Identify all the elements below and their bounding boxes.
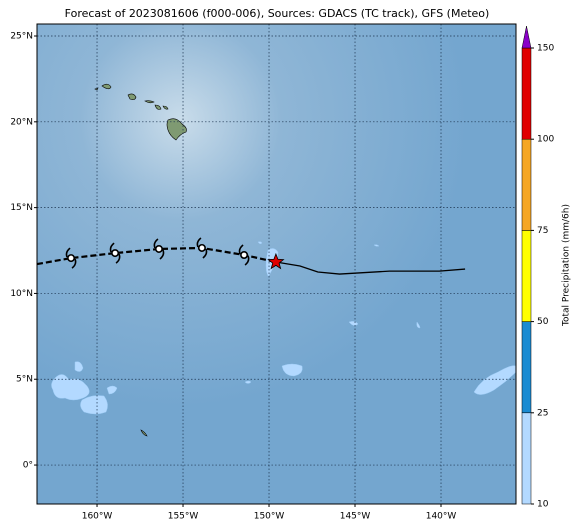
y-tick-label: 25°N [10, 32, 33, 42]
colorbar-tick-label: 150 [537, 44, 554, 54]
cyclone-glyph [153, 238, 165, 260]
colorbar-tick-label: 10 [537, 500, 549, 510]
cyclone-center [197, 243, 206, 252]
y-tick-label: 15°N [10, 203, 33, 213]
map-frame [36, 23, 517, 505]
x-tick-label: 155°W [168, 512, 199, 522]
cyclone-symbol [109, 242, 121, 264]
colorbar-segment [521, 412, 532, 505]
map-area [36, 24, 517, 504]
x-tick-label: 150°W [254, 512, 285, 522]
cyclone-symbol [238, 244, 250, 266]
cyclone-center [154, 244, 163, 253]
y-tick-label: 10°N [10, 289, 33, 299]
cyclone-symbol [196, 237, 208, 259]
map-title: Forecast of 2023081606 (f000-006), Sourc… [65, 7, 490, 20]
cyclone-symbol [153, 238, 165, 260]
x-tick-label: 140°W [426, 512, 457, 522]
colorbar-tick-label: 100 [537, 135, 554, 145]
cyclone-center [240, 250, 249, 259]
colorbar-segment [521, 321, 532, 414]
y-tick-label: 20°N [10, 117, 33, 127]
y-tick-label: 0° [23, 461, 33, 471]
cyclone-glyph [65, 247, 77, 269]
x-tick-label: 160°W [82, 512, 113, 522]
cyclone-glyph [238, 244, 250, 266]
colorbar-extension [521, 25, 532, 49]
cyclone-center [111, 249, 120, 258]
y-tick-label: 5°N [16, 375, 33, 385]
x-tick-label: 145°W [340, 512, 371, 522]
colorbar-tick-label: 75 [537, 226, 548, 236]
colorbar-tick-label: 50 [537, 317, 549, 327]
cyclone-glyph [109, 242, 121, 264]
islands [94, 83, 187, 437]
colorbar-segment [521, 230, 532, 322]
cyclone-symbol [65, 247, 77, 269]
cyclone-center [67, 254, 76, 263]
colorbar-segment [521, 47, 532, 140]
current-position [267, 252, 285, 270]
colorbar-tick-label: 25 [537, 408, 548, 418]
colorbar-label: Total Precipitation (mm/6h) [562, 204, 572, 327]
colorbar-segment [521, 138, 532, 231]
track-forecast [275, 261, 466, 275]
cyclone-glyph [196, 237, 208, 259]
